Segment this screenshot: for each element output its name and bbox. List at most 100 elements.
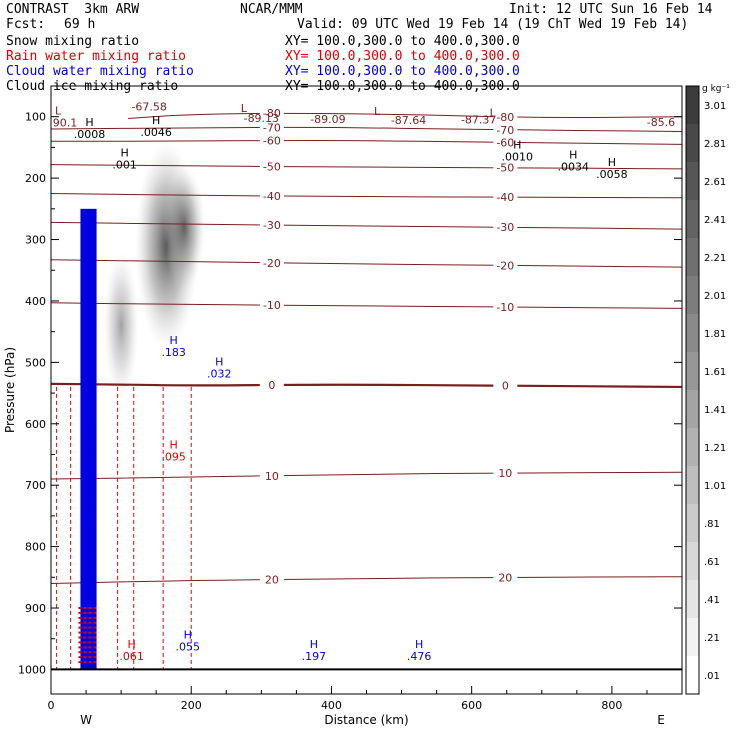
- colorbar-label: 2.41: [704, 215, 726, 226]
- extremum-value: .0008: [74, 128, 106, 141]
- high-marker: H: [85, 116, 93, 129]
- temperature-contour: [51, 126, 682, 132]
- colorbar-swatch: [686, 428, 699, 466]
- colorbar-swatch: [686, 124, 699, 162]
- low-marker: L: [374, 105, 381, 118]
- contour-label: -70: [496, 124, 514, 137]
- temperature-contour: [51, 302, 682, 309]
- high-marker: H: [310, 638, 318, 651]
- west-label: W: [80, 713, 92, 727]
- y-tick-label: 400: [25, 295, 46, 308]
- y-axis-label: Pressure (hPa): [3, 347, 17, 433]
- high-marker: H: [170, 334, 178, 347]
- x-tick-label: 0: [48, 699, 55, 712]
- contour-label: -80: [496, 111, 514, 124]
- colorbar-swatch: [686, 238, 699, 276]
- center-title: NCAR/MMM: [240, 2, 303, 17]
- low-marker: L: [55, 104, 62, 117]
- contour-label-bg: [259, 134, 284, 147]
- colorbar-swatch: [686, 656, 699, 694]
- high-marker: H: [215, 355, 223, 368]
- contour-label: -40: [496, 191, 514, 204]
- temperature-contour: [51, 221, 682, 230]
- contour-label-bg: [493, 259, 518, 272]
- extremum-value: .476: [407, 650, 432, 663]
- contour-label: -10: [263, 299, 281, 312]
- y-tick-label: 900: [25, 602, 46, 615]
- contour-label-bg: [259, 299, 284, 312]
- colorbar-label: 1.21: [704, 443, 726, 454]
- valid-time: Valid: 09 UTC Wed 19 Feb 14 (19 ChT Wed …: [297, 17, 689, 32]
- colorbar-label: 1.61: [704, 367, 726, 378]
- temperature-contour: [51, 139, 682, 145]
- high-marker: H: [608, 156, 616, 169]
- colorbar-label: .41: [704, 595, 720, 606]
- x-tick-label: 200: [181, 699, 202, 712]
- temperature-contour: [51, 259, 682, 268]
- contour-label-bg: [259, 190, 284, 203]
- temperature-value-label: -85.6: [647, 116, 675, 129]
- contour-label: -20: [263, 257, 281, 270]
- high-marker: H: [170, 438, 178, 451]
- legend-snow-xy: XY= 100.0,300.0 to 400.0,300.0: [285, 34, 520, 49]
- y-tick-label: 500: [25, 356, 46, 369]
- temperature-value-label: -87.37: [461, 113, 496, 126]
- extremum-value: .197: [302, 650, 327, 663]
- temperature-contour: [51, 576, 682, 584]
- colorbar-swatch: [686, 580, 699, 618]
- contour-label-bg: [493, 379, 518, 392]
- contour-label-bg: [259, 378, 284, 391]
- colorbar-label: .81: [704, 519, 720, 530]
- x-tick-label: 800: [601, 699, 622, 712]
- low-marker: L: [490, 107, 497, 120]
- extremum-value: .0046: [140, 126, 172, 139]
- y-tick-label: 800: [25, 541, 46, 554]
- contour-label: -50: [263, 161, 281, 174]
- temperature-contour: [51, 382, 682, 389]
- contour-label: 10: [498, 467, 512, 480]
- contour-label-bg: [493, 161, 518, 174]
- colorbar-swatch: [686, 200, 699, 238]
- y-tick-label: 200: [25, 172, 46, 185]
- extremum-value: .0010: [501, 151, 533, 164]
- temperature-contour: [51, 192, 682, 199]
- contour-label: 0: [268, 379, 275, 392]
- contour-label: -60: [263, 135, 281, 148]
- temperature-value-label: -89.13: [244, 112, 279, 125]
- colorbar-swatch: [686, 276, 699, 314]
- contour-label-bg: [259, 469, 284, 482]
- colorbar-label: 3.01: [704, 101, 726, 112]
- contour-label-bg: [493, 571, 518, 584]
- cloud-water-core: [80, 208, 97, 670]
- extremum-value: .032: [207, 367, 232, 380]
- contour-label-bg: [493, 110, 518, 123]
- contour-label-bg: [259, 107, 284, 120]
- legend-snow-name: Snow mixing ratio: [6, 34, 140, 49]
- contour-label-bg: [493, 466, 518, 479]
- y-tick-label: 100: [25, 111, 46, 124]
- colorbar-label: 1.81: [704, 329, 726, 340]
- colorbar-frame: [685, 85, 700, 695]
- colorbar-label: 2.81: [704, 139, 726, 150]
- colorbar-swatch: [686, 162, 699, 200]
- legend-cloud-water-xy: XY= 100.0,300.0 to 400.0,300.0: [285, 64, 520, 79]
- forecast-hours: 69 h: [64, 17, 96, 32]
- high-marker: H: [415, 638, 423, 651]
- colorbar-label: 2.01: [704, 291, 726, 302]
- y-tick-label: 700: [25, 479, 46, 492]
- colorbar-label: 2.61: [704, 177, 726, 188]
- colorbar-label: .61: [704, 557, 720, 568]
- contour-label-bg: [259, 573, 284, 586]
- extremum-value: .095: [161, 450, 186, 463]
- contour-label-bg: [493, 191, 518, 204]
- contour-label-bg: [259, 160, 284, 173]
- colorbar-swatch: [686, 352, 699, 390]
- colorbar-label: 2.21: [704, 253, 726, 264]
- extremum-value: .061: [119, 650, 144, 663]
- contour-label: -80: [263, 107, 281, 120]
- temperature-value-label: -87.64: [391, 114, 426, 127]
- y-tick-label: 600: [25, 418, 46, 431]
- contour-label: -10: [496, 301, 514, 314]
- colorbar-label: 1.41: [704, 405, 726, 416]
- contour-label-bg: [493, 301, 518, 314]
